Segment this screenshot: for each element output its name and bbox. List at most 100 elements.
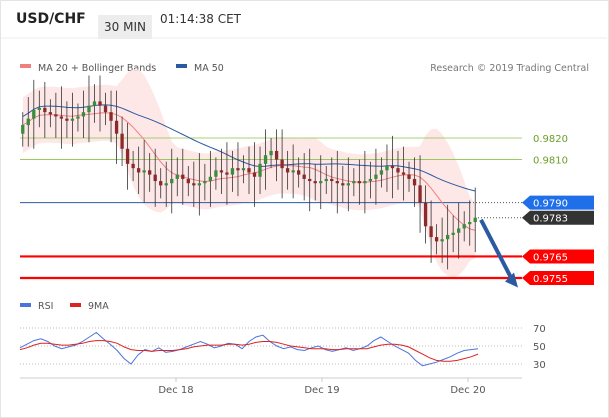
price-tag-2	[522, 195, 594, 210]
candle-body	[352, 181, 356, 184]
candle-body	[170, 178, 174, 184]
candle-body	[308, 178, 312, 182]
candle-body	[54, 114, 58, 117]
level-label-0: 0.9820	[533, 134, 568, 145]
candle-body	[81, 112, 86, 117]
candle-body	[153, 174, 157, 182]
candle-body	[297, 170, 301, 175]
ma50-legend-label: MA 50	[194, 63, 224, 74]
candle-body	[186, 178, 190, 184]
candle-body	[396, 168, 400, 173]
bollinger-legend-label: MA 20 + Bollinger Bands	[38, 63, 156, 74]
rsi-legend-label: RSI	[38, 301, 53, 312]
ma9-legend-label: 9MA	[88, 301, 109, 312]
candle-body	[65, 118, 69, 121]
candle-body	[324, 178, 328, 182]
candlesticks	[21, 75, 477, 270]
candle-body	[434, 237, 439, 242]
candle-body	[363, 181, 367, 184]
credit-text: Research © 2019 Trading Central	[430, 63, 589, 74]
timeframe-selector[interactable]: 30 MIN	[98, 15, 152, 39]
candle-body	[330, 178, 334, 182]
candle-body	[401, 172, 406, 175]
x-tick-label-1: Dec 19	[304, 385, 339, 396]
candle-body	[230, 168, 235, 175]
candle-body	[263, 155, 268, 164]
candle-body	[468, 222, 472, 225]
rsi-tick-1: 50	[533, 342, 546, 353]
candle-body	[114, 120, 119, 134]
candle-body	[390, 166, 395, 169]
instrument-title: USD/CHF	[16, 11, 86, 27]
candle-body	[423, 202, 428, 227]
level-label-1: 0.9810	[533, 156, 568, 167]
candle-body	[445, 234, 450, 240]
candle-body	[440, 239, 444, 242]
clock-time: 01:14:38 CET	[160, 12, 241, 26]
candle-body	[280, 159, 284, 169]
candle-body	[335, 181, 339, 184]
candle-body	[379, 170, 384, 175]
bollinger-legend-swatch	[20, 64, 31, 68]
x-axis-ticks: Dec 18 Dec 19 Dec 20	[158, 378, 486, 396]
candle-body	[274, 150, 279, 160]
candle-body	[148, 170, 152, 175]
candle-body	[92, 101, 97, 106]
candle-body	[181, 174, 185, 179]
candle-body	[341, 183, 345, 186]
candle-body	[192, 183, 196, 186]
candle-body	[418, 185, 422, 203]
candle-body	[258, 163, 262, 177]
candle-body	[164, 183, 168, 186]
candle-body	[136, 168, 141, 173]
candle-body	[236, 168, 240, 171]
price-tag-4	[522, 249, 594, 264]
candle-body	[346, 183, 350, 186]
candle-body	[368, 178, 373, 182]
rsi-legend-swatch	[20, 303, 31, 307]
candle-body	[87, 105, 91, 113]
ma9-legend-swatch	[70, 303, 81, 307]
ma50-legend-swatch	[176, 64, 187, 68]
candle-body	[21, 125, 25, 134]
candle-body	[37, 107, 41, 110]
candle-body	[473, 217, 477, 223]
candle-body	[70, 118, 75, 121]
forecast-arrow-shaft	[479, 218, 514, 281]
candle-body	[32, 109, 36, 119]
candle-body	[407, 174, 411, 179]
candle-body	[214, 170, 218, 177]
candle-body	[357, 181, 362, 184]
price-tag-label-4: 0.9765	[533, 252, 568, 263]
candle-body	[313, 181, 317, 184]
rsi-panel: 70 50 30	[19, 324, 546, 371]
candle-body	[76, 116, 80, 119]
candle-body	[131, 163, 135, 169]
candle-body	[247, 168, 251, 173]
candle-body	[208, 176, 213, 182]
price-tags: 0.9820 0.9810 0.9790 0.9783 0.9765 0.9755	[522, 134, 594, 286]
candle-body	[203, 181, 207, 184]
candle-body	[48, 112, 53, 115]
rsi-tick-2: 30	[533, 360, 546, 371]
price-tag-label-3: 0.9783	[533, 214, 568, 225]
candle-body	[43, 107, 47, 113]
x-tick-label-2: Dec 20	[450, 385, 485, 396]
price-tag-label-5: 0.9755	[533, 274, 568, 285]
candle-body	[159, 181, 163, 186]
candle-body	[285, 168, 290, 173]
candle-body	[319, 181, 323, 184]
price-tag-3	[522, 210, 594, 225]
candle-body	[385, 166, 389, 171]
rsi-series-1	[19, 340, 479, 362]
candle-body	[142, 170, 146, 173]
price-tag-5	[522, 271, 594, 286]
candle-body	[291, 170, 295, 173]
candle-body	[457, 228, 461, 233]
candle-body	[302, 174, 306, 179]
candle-body	[225, 172, 229, 175]
candle-body	[412, 178, 417, 186]
candle-body	[175, 174, 179, 179]
candle-body	[219, 170, 224, 173]
candle-body	[197, 183, 201, 186]
